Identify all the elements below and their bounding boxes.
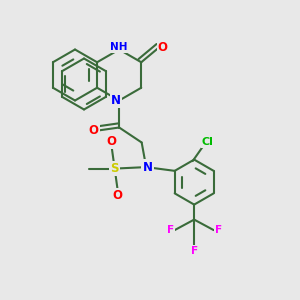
- Text: F: F: [214, 225, 222, 235]
- Text: F: F: [167, 225, 174, 235]
- Text: F: F: [190, 246, 198, 256]
- Text: O: O: [113, 189, 123, 202]
- Text: N: N: [111, 94, 121, 107]
- Text: NH: NH: [110, 41, 128, 52]
- Text: S: S: [110, 162, 119, 175]
- Text: O: O: [107, 135, 117, 148]
- Text: N: N: [143, 160, 153, 174]
- Text: O: O: [89, 124, 99, 137]
- Text: Cl: Cl: [202, 137, 214, 147]
- Text: O: O: [158, 41, 168, 54]
